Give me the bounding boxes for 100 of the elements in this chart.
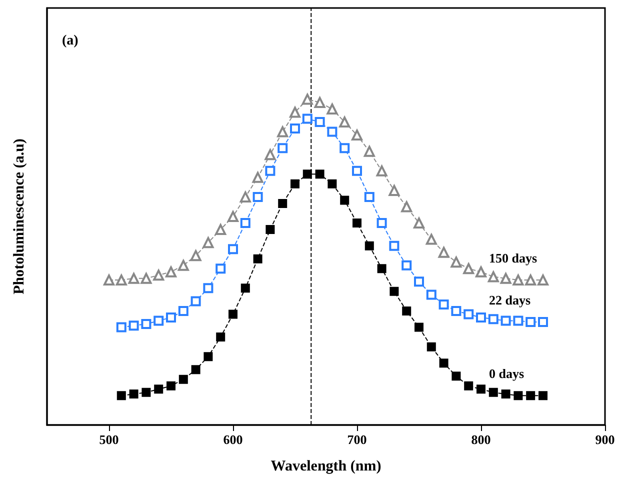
point <box>240 218 250 228</box>
point <box>116 274 127 286</box>
point <box>500 316 511 326</box>
point <box>314 117 325 128</box>
point <box>476 384 486 394</box>
point <box>228 211 238 222</box>
point <box>128 320 139 331</box>
point <box>140 272 152 284</box>
point <box>476 312 486 322</box>
point <box>388 184 400 196</box>
point <box>488 271 499 282</box>
text: (a) <box>62 34 79 48</box>
point <box>315 170 324 179</box>
point <box>438 299 449 310</box>
point <box>265 166 276 176</box>
point <box>129 390 138 399</box>
point <box>500 272 512 284</box>
point <box>141 319 152 330</box>
point <box>128 272 140 284</box>
point <box>290 179 300 188</box>
series-label: 0 days <box>489 366 524 382</box>
point <box>376 165 388 176</box>
point <box>302 114 312 124</box>
point <box>464 309 474 320</box>
point <box>464 381 474 390</box>
point <box>266 225 275 234</box>
point <box>340 143 350 154</box>
point <box>538 274 548 286</box>
point <box>166 381 176 390</box>
point <box>277 126 288 138</box>
point <box>364 192 374 202</box>
point <box>326 103 338 114</box>
x-tick-label: 500 <box>99 432 119 447</box>
point <box>402 260 412 270</box>
point <box>216 332 226 342</box>
x-tick-label: 700 <box>347 432 367 447</box>
point <box>402 306 412 316</box>
point <box>215 224 226 236</box>
point <box>240 284 250 293</box>
point <box>116 391 126 400</box>
point <box>154 384 164 394</box>
point <box>252 172 264 183</box>
point <box>377 264 386 274</box>
point <box>426 342 436 352</box>
point <box>476 266 486 278</box>
point <box>154 316 164 326</box>
point <box>252 192 263 202</box>
point <box>216 264 226 274</box>
point <box>401 201 412 212</box>
x-tick-label: 800 <box>471 432 491 447</box>
point <box>166 312 176 322</box>
point <box>166 266 176 278</box>
point <box>488 314 498 324</box>
point <box>204 352 213 362</box>
point <box>302 170 312 179</box>
point <box>538 317 548 328</box>
x-axis-title: Wavelength (nm) <box>270 458 382 474</box>
point <box>501 390 510 399</box>
point <box>278 143 288 154</box>
point <box>376 218 387 228</box>
point <box>327 126 338 137</box>
point <box>191 365 200 374</box>
point <box>426 234 437 245</box>
x-tick-label: 900 <box>595 432 615 447</box>
point <box>253 254 262 264</box>
point <box>314 96 326 108</box>
point <box>450 256 462 268</box>
point <box>104 274 114 286</box>
point <box>414 322 424 332</box>
point <box>364 241 374 250</box>
point <box>290 106 300 118</box>
point <box>228 244 238 254</box>
point <box>438 246 450 258</box>
point <box>439 358 448 368</box>
point <box>278 198 288 208</box>
point <box>190 250 202 262</box>
point <box>414 218 424 229</box>
point <box>352 218 362 228</box>
point <box>240 191 251 202</box>
point <box>414 276 424 287</box>
point <box>525 274 536 286</box>
point <box>426 290 436 300</box>
point <box>178 374 188 384</box>
point <box>142 388 151 397</box>
point <box>352 130 362 141</box>
point <box>264 149 276 160</box>
point <box>452 372 461 381</box>
point <box>526 317 536 328</box>
point <box>538 391 548 400</box>
x-tick-label: 600 <box>223 432 243 447</box>
point <box>390 286 399 296</box>
point <box>290 124 300 134</box>
point <box>513 316 524 326</box>
point <box>116 322 126 332</box>
point <box>178 306 188 316</box>
series-label: 150 days <box>489 250 538 266</box>
point <box>339 116 350 128</box>
point <box>202 237 214 248</box>
point <box>364 146 375 157</box>
point <box>178 260 189 271</box>
